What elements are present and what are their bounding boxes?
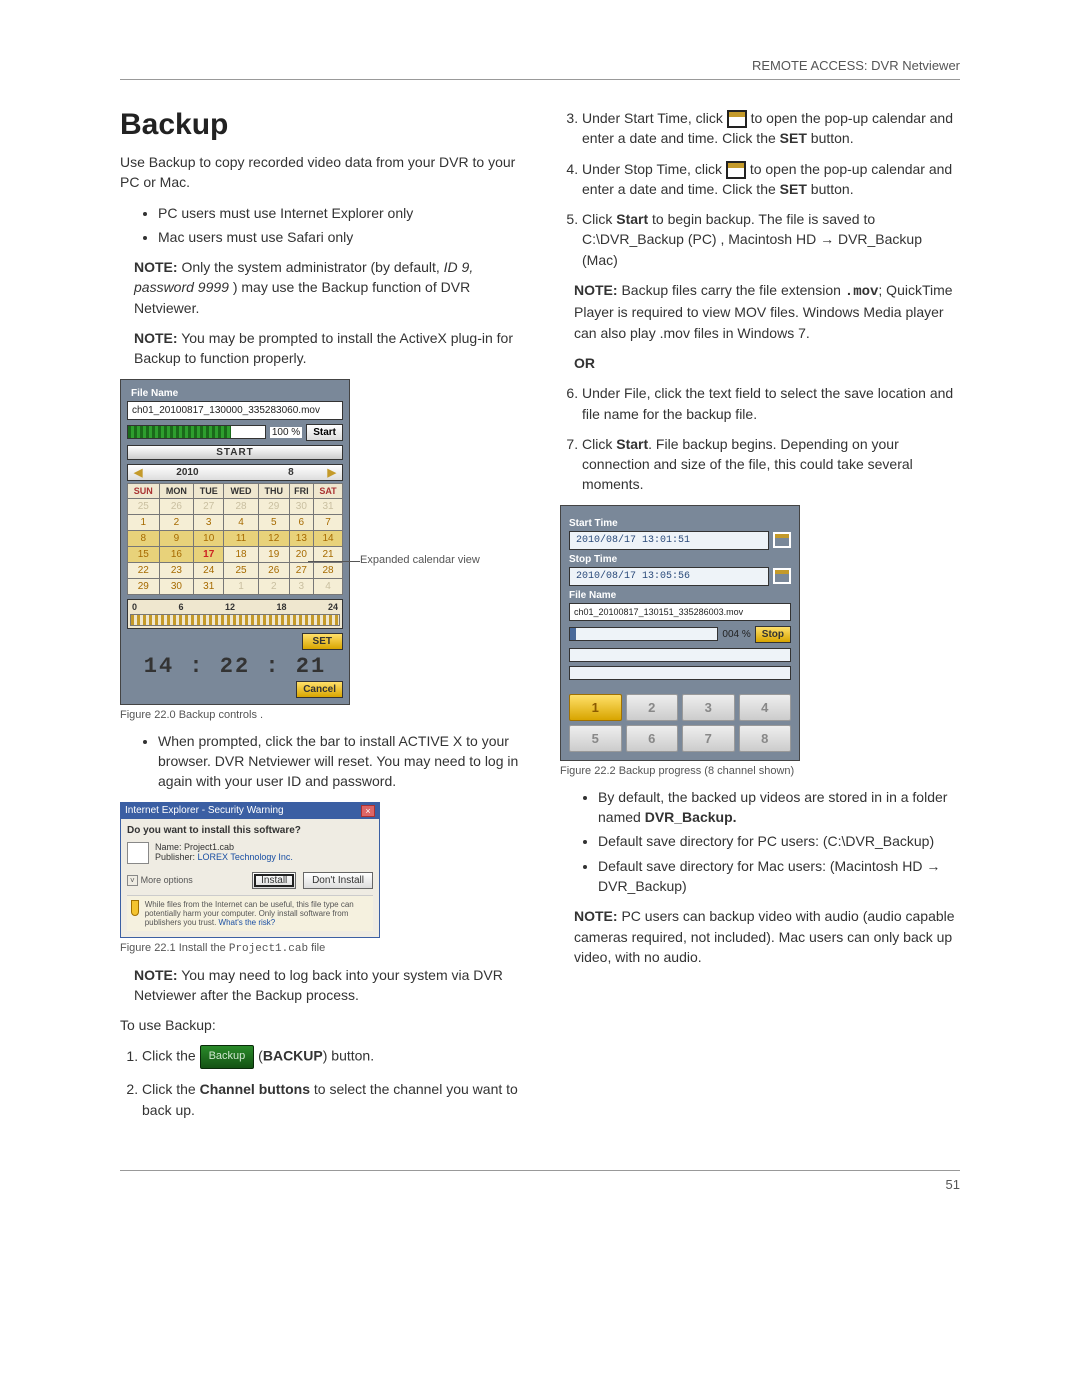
file-name-label: File Name — [127, 386, 343, 401]
channel-6-button[interactable]: 6 — [626, 725, 679, 752]
set-button[interactable]: SET — [302, 633, 343, 650]
calendar-icon[interactable] — [726, 161, 746, 179]
dont-install-button[interactable]: Don't Install — [303, 872, 373, 889]
progress-bar — [569, 627, 718, 641]
install-button[interactable]: Install — [252, 872, 296, 889]
page-title: Backup — [120, 108, 520, 142]
start-time-field[interactable]: 2010/08/17 13:01:51 — [569, 531, 769, 550]
list-item: By default, the backed up videos are sto… — [598, 787, 960, 828]
or-label: OR — [574, 353, 960, 373]
step-4: Under Stop Time, click to open the pop-u… — [582, 159, 960, 200]
note-admin: NOTE: Only the system administrator (by … — [134, 257, 520, 318]
step-3: Under Start Time, click to open the pop-… — [582, 108, 960, 149]
channel-buttons: 1 2 3 4 5 6 7 8 — [569, 694, 791, 752]
start-button[interactable]: Start — [306, 424, 343, 441]
channel-1-button[interactable]: 1 — [569, 694, 622, 721]
step-2: Click the Channel buttons to select the … — [142, 1079, 520, 1120]
to-use-backup: To use Backup: — [120, 1015, 520, 1035]
main-columns: Backup Use Backup to copy recorded video… — [120, 108, 960, 1130]
header-breadcrumb: REMOTE ACCESS: DVR Netviewer — [120, 58, 960, 80]
activex-bullet: When prompted, click the bar to install … — [134, 731, 520, 792]
fig-22-0-caption: Figure 22.0 Backup controls . — [120, 709, 520, 721]
note-activex: NOTE: You may be prompted to install the… — [134, 328, 520, 369]
steps-right: Under Start Time, click to open the pop-… — [560, 108, 960, 270]
file-icon — [127, 842, 149, 864]
security-warning-dialog: Internet Explorer - Security Warning × D… — [120, 802, 380, 938]
channel-5-button[interactable]: 5 — [569, 725, 622, 752]
prev-year-icon[interactable]: ◀ — [130, 466, 146, 479]
channel-8-button[interactable]: 8 — [739, 725, 792, 752]
fig-22-2-caption: Figure 22.2 Backup progress (8 channel s… — [560, 765, 960, 777]
stop-time-field[interactable]: 2010/08/17 13:05:56 — [569, 567, 769, 586]
list-item: PC users must use Internet Explorer only — [158, 203, 520, 223]
shield-icon — [131, 900, 139, 916]
callout-expanded-calendar: Expanded calendar view — [360, 554, 480, 566]
right-column: Under Start Time, click to open the pop-… — [560, 108, 960, 1130]
start-bar[interactable]: START — [127, 445, 343, 460]
close-icon[interactable]: × — [361, 805, 375, 817]
dialog-question: Do you want to install this software? — [127, 825, 373, 836]
channel-3-button[interactable]: 3 — [682, 694, 735, 721]
blank-field — [569, 666, 791, 680]
calendar-table[interactable]: SUNMONTUEWEDTHUFRISAT 25262728293031 123… — [127, 483, 343, 595]
whats-the-risk-link[interactable]: What's the risk? — [219, 918, 276, 927]
steps-right-2: Under File, click the text field to sele… — [560, 383, 960, 494]
calendar-year-row: ◀ 2010 8 ▶ — [127, 464, 343, 481]
progress-bar — [127, 425, 266, 439]
next-year-icon[interactable]: ▶ — [324, 466, 340, 479]
blank-field — [569, 648, 791, 662]
fig-22-1-caption: Figure 22.1 Install the Project1.cab fil… — [120, 942, 520, 955]
step-7: Click Start. File backup begins. Dependi… — [582, 434, 960, 495]
step-6: Under File, click the text field to sele… — [582, 383, 960, 424]
digital-time: 14 : 22 : 21 — [127, 650, 343, 681]
backup-controls-widget: File Name ch01_20100817_130000_335283060… — [120, 379, 350, 705]
file-name-label: File Name — [569, 590, 791, 601]
stop-button[interactable]: Stop — [755, 626, 791, 643]
backup-button[interactable]: Backup — [200, 1045, 255, 1069]
calendar-month: 8 — [288, 467, 294, 478]
list-item: Default save directory for Mac users: (M… — [598, 856, 960, 897]
step-5: Click Start to begin backup. The file is… — [582, 209, 960, 270]
progress-pct: 100 % — [270, 427, 302, 438]
dialog-title: Internet Explorer - Security Warning — [125, 805, 284, 816]
steps-left: Click the Backup (BACKUP) button. Click … — [120, 1045, 520, 1120]
cancel-button[interactable]: Cancel — [296, 681, 343, 698]
channel-7-button[interactable]: 7 — [682, 725, 735, 752]
calendar-icon[interactable] — [773, 532, 791, 548]
start-time-label: Start Time — [569, 518, 791, 529]
note-audio: NOTE: PC users can backup video with aud… — [574, 906, 960, 967]
list-item: Default save directory for PC users: (C:… — [598, 831, 960, 851]
backup-progress-widget: Start Time 2010/08/17 13:01:51 Stop Time… — [560, 505, 800, 761]
stop-time-label: Stop Time — [569, 554, 791, 565]
note-relogin: NOTE: You may need to log back into your… — [134, 965, 520, 1006]
more-options[interactable]: ˅More options — [127, 875, 193, 886]
page-number: 51 — [120, 1170, 960, 1192]
progress-pct: 004 % — [722, 629, 750, 640]
left-column: Backup Use Backup to copy recorded video… — [120, 108, 520, 1130]
file-name-field[interactable]: ch01_20100817_130000_335283060.mov — [127, 401, 343, 420]
list-item: Mac users must use Safari only — [158, 227, 520, 247]
calendar-icon[interactable] — [727, 110, 747, 128]
calendar-year: 2010 — [176, 467, 198, 478]
browser-requirements: PC users must use Internet Explorer only… — [134, 203, 520, 248]
file-name-field[interactable]: ch01_20100817_130151_335286003.mov — [569, 603, 791, 621]
calendar-icon[interactable] — [773, 568, 791, 584]
note-mov-ext: NOTE: Backup files carry the file extens… — [574, 280, 960, 343]
calendar-timeline[interactable]: 06121824 — [127, 599, 343, 629]
intro-text: Use Backup to copy recorded video data f… — [120, 152, 520, 193]
channel-2-button[interactable]: 2 — [626, 694, 679, 721]
step-1: Click the Backup (BACKUP) button. — [142, 1045, 520, 1069]
after-bullets: By default, the backed up videos are sto… — [574, 787, 960, 896]
channel-4-button[interactable]: 4 — [739, 694, 792, 721]
